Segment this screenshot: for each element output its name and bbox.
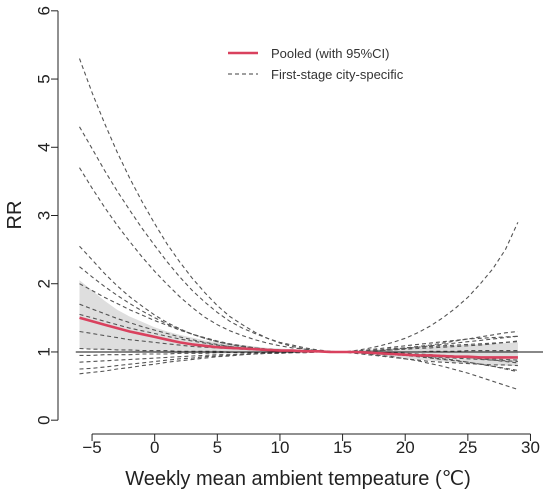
y-tick-label: 6 bbox=[35, 6, 54, 15]
y-tick-label: 0 bbox=[35, 415, 54, 424]
y-tick-label: 3 bbox=[35, 211, 54, 220]
x-tick-label: 10 bbox=[270, 438, 289, 457]
y-tick-label: 5 bbox=[35, 74, 54, 83]
city-curve-1 bbox=[78, 58, 518, 367]
legend-city-label: First-stage city-specific bbox=[271, 67, 404, 82]
x-axis-title: Weekly mean ambient tempeature (℃) bbox=[125, 468, 471, 490]
x-tick-label: 0 bbox=[150, 438, 159, 457]
y-tick-label: 4 bbox=[35, 143, 54, 152]
city-curve-14 bbox=[79, 330, 518, 375]
x-tick-label: 5 bbox=[213, 438, 222, 457]
x-tick-label: 15 bbox=[333, 438, 352, 457]
y-tick-label: 2 bbox=[35, 279, 54, 288]
pooled-curve-layer bbox=[79, 316, 518, 359]
legend-pooled-label: Pooled (with 95%CI) bbox=[271, 46, 390, 61]
x-tick-label: −5 bbox=[82, 438, 101, 457]
y-tick-label: 1 bbox=[35, 347, 54, 356]
city-curve-3 bbox=[79, 167, 518, 353]
x-tick-label: 30 bbox=[521, 438, 540, 457]
y-axis-title: RR bbox=[4, 201, 26, 230]
pooled-curve bbox=[79, 316, 518, 359]
x-tick-label: 25 bbox=[458, 438, 477, 457]
x-tick-label: 20 bbox=[396, 438, 415, 457]
legend: Pooled (with 95%CI) First-stage city-spe… bbox=[228, 46, 404, 82]
axes: −5 0 5 10 15 20 25 30 0 1 2 3 4 5 6 bbox=[35, 6, 540, 457]
